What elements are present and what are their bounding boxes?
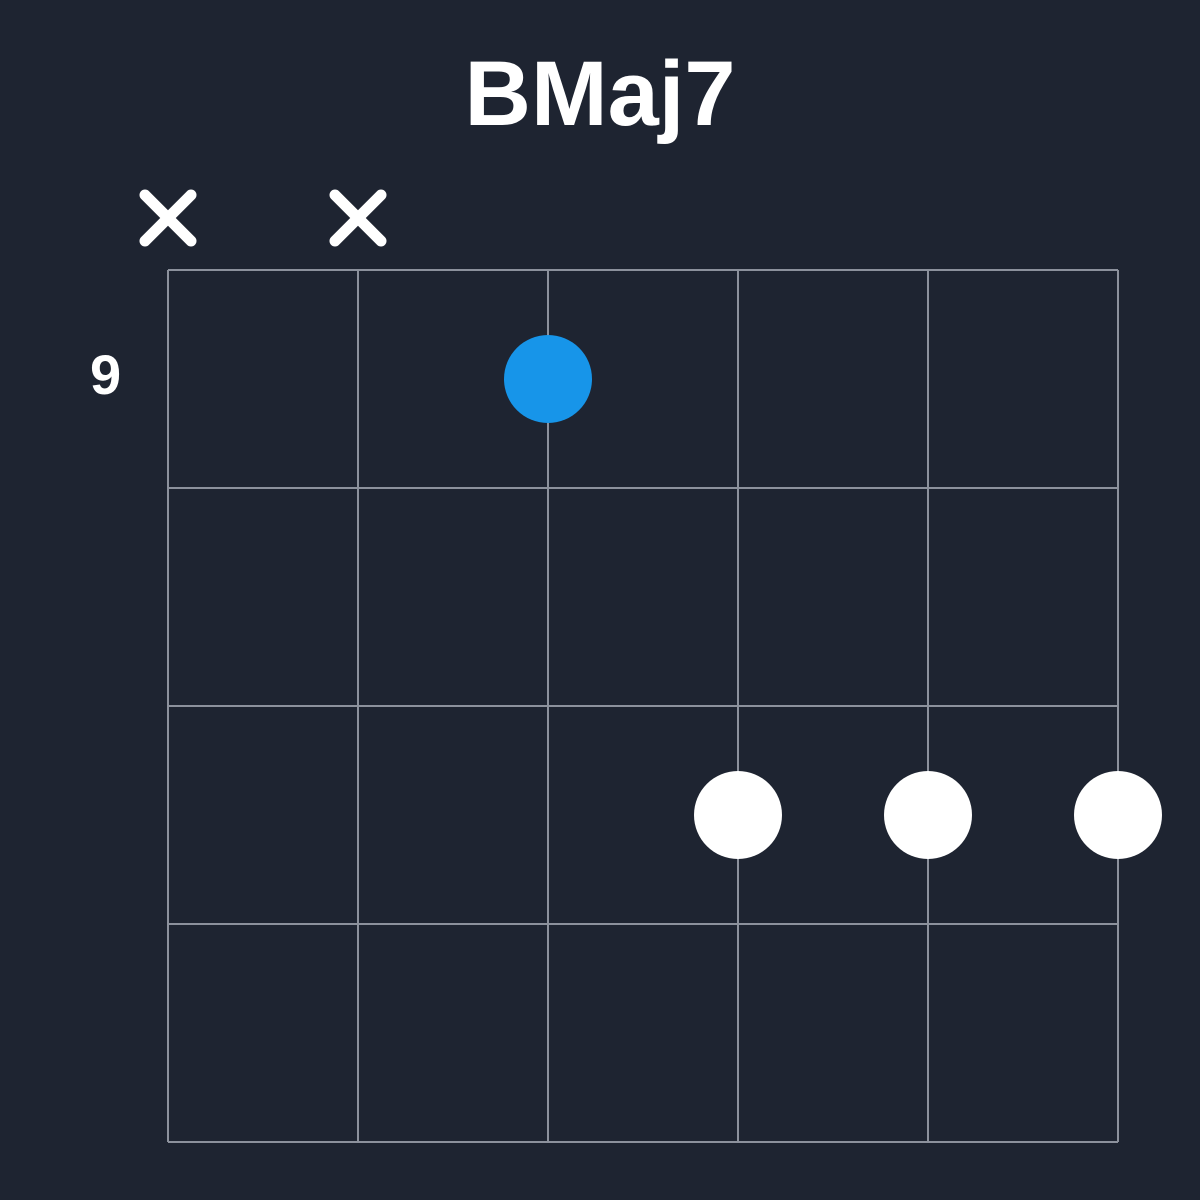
mute-marker [335,195,381,241]
finger-dot [694,771,782,859]
mute-marker [145,195,191,241]
chord-grid [0,0,1200,1200]
finger-dot [884,771,972,859]
finger-dot [504,335,592,423]
finger-dot [1074,771,1162,859]
chord-diagram-container: BMaj7 9 [0,0,1200,1200]
